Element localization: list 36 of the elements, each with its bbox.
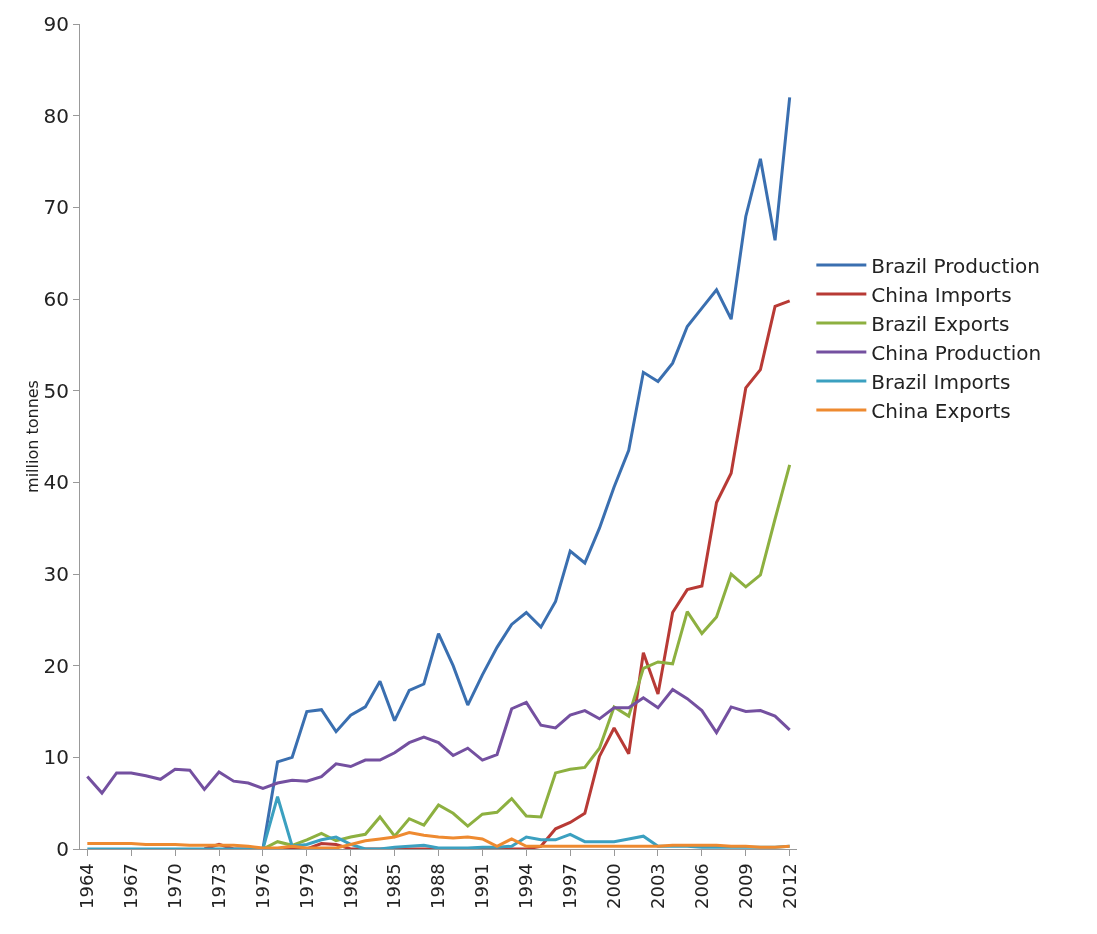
x-tick-label: 1982 [339, 863, 361, 910]
y-axis-title: million tonnes [22, 380, 42, 493]
x-tick-label: 1988 [427, 863, 449, 910]
y-tick-label: 50 [43, 378, 69, 403]
x-tick-label: 1967 [120, 863, 142, 910]
x-tick-label: 1979 [295, 863, 317, 910]
x-tick-label: 1985 [383, 863, 405, 910]
x-tick-label: 1973 [207, 863, 229, 910]
y-tick-label: 60 [43, 287, 69, 311]
y-tick-label: 80 [43, 103, 69, 128]
x-tick-label: 2009 [734, 863, 756, 910]
x-tick-label: 2000 [602, 863, 624, 910]
y-tick-label: 40 [43, 470, 69, 495]
x-tick-label: 2006 [690, 863, 712, 910]
y-tick-label: 30 [43, 562, 69, 586]
x-tick-label: 1970 [163, 863, 185, 910]
line-series [85, 688, 792, 795]
y-tick-label: 10 [43, 745, 69, 770]
legend-label: China Production [871, 340, 1042, 365]
y-tick-label: 90 [43, 12, 69, 36]
legend-label: Brazil Exports [871, 311, 1010, 336]
y-tick-label: 0 [56, 837, 69, 861]
y-tick-label: 20 [43, 653, 69, 678]
x-tick-label: 2003 [646, 863, 668, 910]
x-tick-label: 1991 [471, 863, 493, 910]
line-series [85, 831, 792, 849]
y-tick-label: 70 [43, 195, 69, 220]
x-tick-label: 1997 [559, 863, 581, 910]
legend-label: Brazil Imports [871, 369, 1011, 394]
x-tick-label: 1994 [515, 863, 537, 910]
x-tick-label: 1976 [251, 863, 273, 910]
x-tick-label: 1964 [76, 863, 98, 910]
legend-label: China Exports [871, 398, 1011, 423]
legend-label: China Imports [871, 282, 1012, 307]
x-tick-label: 2012 [778, 863, 800, 910]
legend-label: Brazil Production [871, 253, 1040, 278]
